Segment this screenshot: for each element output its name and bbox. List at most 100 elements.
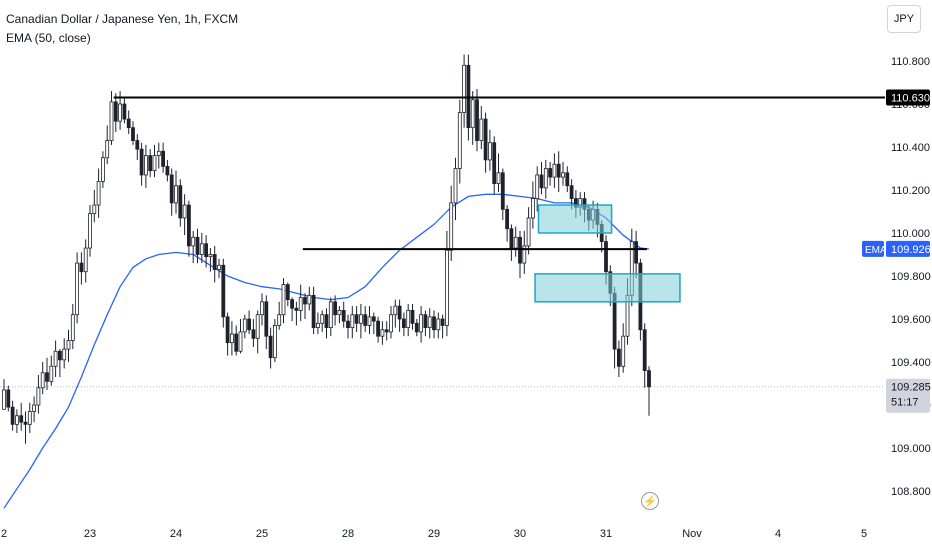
candle-body: [500, 172, 505, 210]
candle-body: [208, 254, 213, 258]
candle-body: [328, 301, 333, 328]
candle-body: [14, 415, 19, 425]
candle-body: [27, 411, 32, 425]
x-tick-label: 29: [428, 528, 440, 540]
candle: [337, 306, 342, 324]
candle-body: [186, 204, 191, 247]
candle: [251, 319, 256, 347]
candle-body: [384, 329, 389, 333]
candle: [341, 301, 346, 328]
candle: [565, 166, 570, 193]
candle-body: [247, 318, 252, 331]
candle-body: [19, 415, 24, 423]
candle-body: [539, 174, 544, 189]
x-tick-label: 25: [256, 528, 268, 540]
candle: [475, 88, 479, 152]
candle: [371, 312, 376, 335]
candle-body: [169, 174, 174, 204]
candle: [462, 54, 467, 128]
ema-tag-name-bg: [862, 240, 884, 257]
candle: [148, 149, 153, 178]
candle: [152, 144, 157, 178]
candle-body: [419, 314, 424, 333]
candle: [393, 299, 398, 328]
bar-countdown: 51:17: [891, 397, 919, 409]
candle-body: [449, 202, 454, 251]
resistance-price-tag-bg: [886, 89, 930, 106]
candle-body: [535, 174, 540, 199]
candle: [268, 327, 273, 369]
candle: [354, 306, 359, 332]
candle-body: [242, 318, 247, 333]
candle: [131, 121, 135, 145]
candle: [135, 134, 140, 160]
candle: [62, 338, 67, 369]
candle: [522, 230, 527, 274]
ema-line: [3, 193, 650, 509]
candle-body: [526, 217, 531, 247]
candle-body: [432, 316, 436, 331]
candle: [290, 297, 295, 322]
currency-button[interactable]: JPY: [887, 5, 921, 33]
candle: [492, 136, 497, 195]
candle: [358, 303, 363, 339]
demand-zone: [534, 273, 681, 303]
candle: [23, 411, 28, 444]
candle-body: [389, 314, 393, 333]
candle-body: [634, 241, 638, 264]
candle: [556, 151, 561, 193]
y-tick-label: 110.200: [891, 185, 930, 197]
candle-body: [556, 163, 561, 178]
candle: [10, 400, 15, 431]
candle-body: [225, 316, 230, 344]
candle-body: [522, 245, 527, 264]
y-tick-label: 109.400: [891, 357, 931, 369]
ema-tag-value-bg: [886, 240, 930, 257]
candle-body: [161, 150, 166, 167]
candle: [27, 402, 32, 433]
candle: [238, 319, 243, 354]
candle-body: [642, 329, 647, 371]
plot-area: [2, 54, 885, 509]
candle: [363, 306, 368, 332]
candle-body: [79, 262, 84, 273]
candle: [535, 166, 540, 212]
candle: [101, 151, 105, 188]
candle-body: [178, 185, 183, 219]
candle-body: [32, 404, 36, 412]
candle-body: [427, 316, 432, 329]
resistance-price-tag-label: 110.630: [891, 93, 930, 105]
candle: [6, 385, 11, 412]
x-tick-label: 30: [514, 528, 526, 540]
candle: [53, 340, 58, 378]
candle: [49, 355, 54, 386]
candle: [350, 306, 355, 339]
candle: [217, 258, 221, 279]
x-tick-label: 5: [861, 528, 867, 540]
candle: [247, 310, 252, 335]
candle-body: [53, 350, 58, 367]
candle: [272, 319, 277, 362]
candle-body: [290, 299, 295, 309]
x-tick-label: 2: [1, 528, 7, 540]
candle: [376, 316, 381, 343]
candle: [156, 142, 161, 169]
lightning-bolt-icon[interactable]: ⚡: [641, 492, 659, 510]
candle-body: [548, 168, 552, 178]
candle-body: [131, 127, 135, 141]
candle: [285, 282, 290, 307]
candle: [264, 295, 269, 350]
candle-body: [436, 318, 441, 331]
candle: [281, 278, 286, 324]
candle-body: [483, 118, 488, 161]
candle-body: [92, 204, 97, 215]
candle: [45, 357, 49, 390]
indicator-legend[interactable]: EMA (50, close): [6, 31, 91, 45]
candle-body: [268, 335, 273, 359]
candle-body: [277, 314, 282, 326]
candle-body: [118, 103, 122, 122]
candle-body: [371, 316, 376, 322]
candle-body: [333, 301, 338, 316]
candle-body: [496, 172, 501, 184]
